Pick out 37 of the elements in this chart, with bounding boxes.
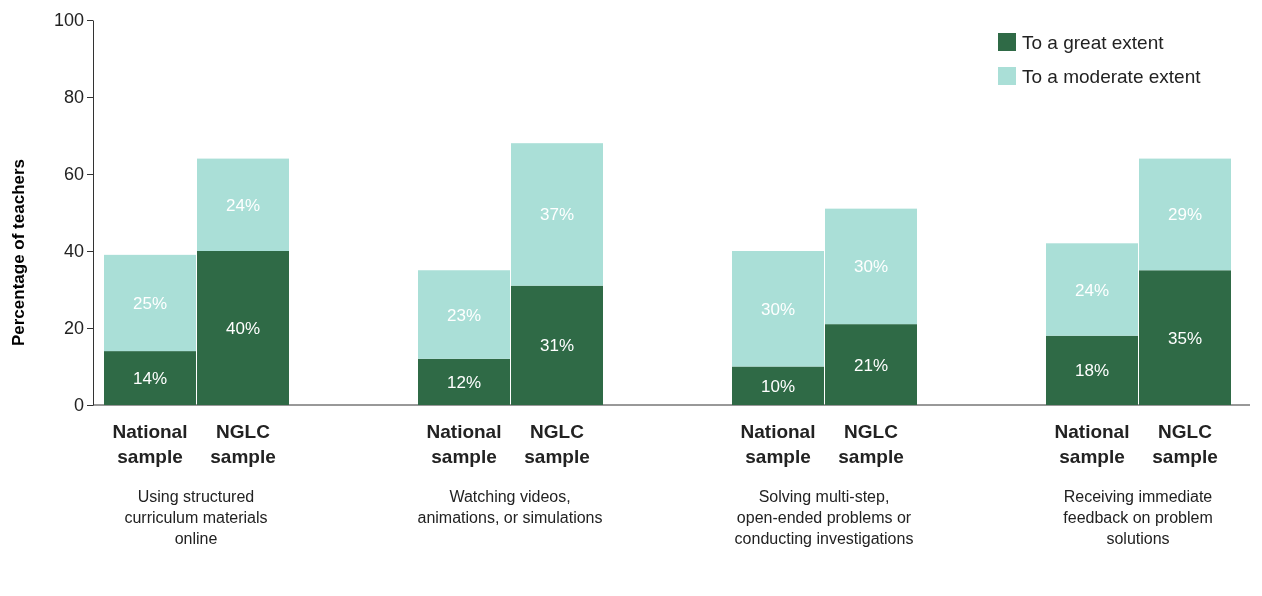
- x-tick-label: National sample: [112, 421, 188, 467]
- data-label: 12%: [446, 372, 482, 392]
- data-label: 29%: [1167, 205, 1203, 225]
- y-tick-label: 80: [63, 87, 84, 108]
- data-label: 10%: [760, 376, 796, 396]
- data-label: 37%: [539, 205, 575, 225]
- y-axis-title: Percentage of teachers: [9, 158, 28, 347]
- data-label: 31%: [539, 336, 575, 356]
- data-label: 18%: [1074, 361, 1110, 381]
- data-label: 24%: [225, 195, 261, 215]
- data-label: 25%: [132, 293, 168, 313]
- data-label: 23%: [446, 305, 482, 325]
- data-label: 35%: [1167, 328, 1203, 348]
- legend-label: To a moderate extent: [1022, 66, 1202, 87]
- y-tick-label: 40: [63, 241, 84, 262]
- data-label: 24%: [1074, 280, 1110, 300]
- y-tick-label: 20: [63, 318, 84, 339]
- data-label: 21%: [853, 355, 889, 375]
- legend-label: To a great extent: [1022, 32, 1165, 53]
- data-label: 30%: [853, 257, 889, 277]
- text: Using structured curriculum materials online: [124, 488, 268, 547]
- data-label: 14%: [132, 369, 168, 389]
- text: Watching videos, animations, or simulations: [417, 488, 603, 526]
- text: Solving multi-step, open-ended problems or conducting investigations: [734, 488, 914, 547]
- x-tick-label: National sample: [426, 421, 502, 467]
- y-tick-label: 100: [53, 10, 84, 31]
- x-tick-label: National sample: [740, 421, 816, 467]
- x-tick-label: NGLC sample: [524, 421, 590, 467]
- data-label: 40%: [225, 319, 261, 338]
- x-tick-label: NGLC sample: [1152, 421, 1218, 467]
- y-tick-label: 0: [73, 395, 84, 416]
- data-label: 30%: [760, 299, 796, 319]
- x-tick-label: NGLC sample: [210, 421, 276, 467]
- y-tick-label: 60: [63, 164, 84, 185]
- text: Receiving immediate feedback on problem solutions: [1063, 488, 1213, 547]
- x-tick-label: NGLC sample: [838, 421, 904, 467]
- x-tick-label: National sample: [1054, 421, 1130, 467]
